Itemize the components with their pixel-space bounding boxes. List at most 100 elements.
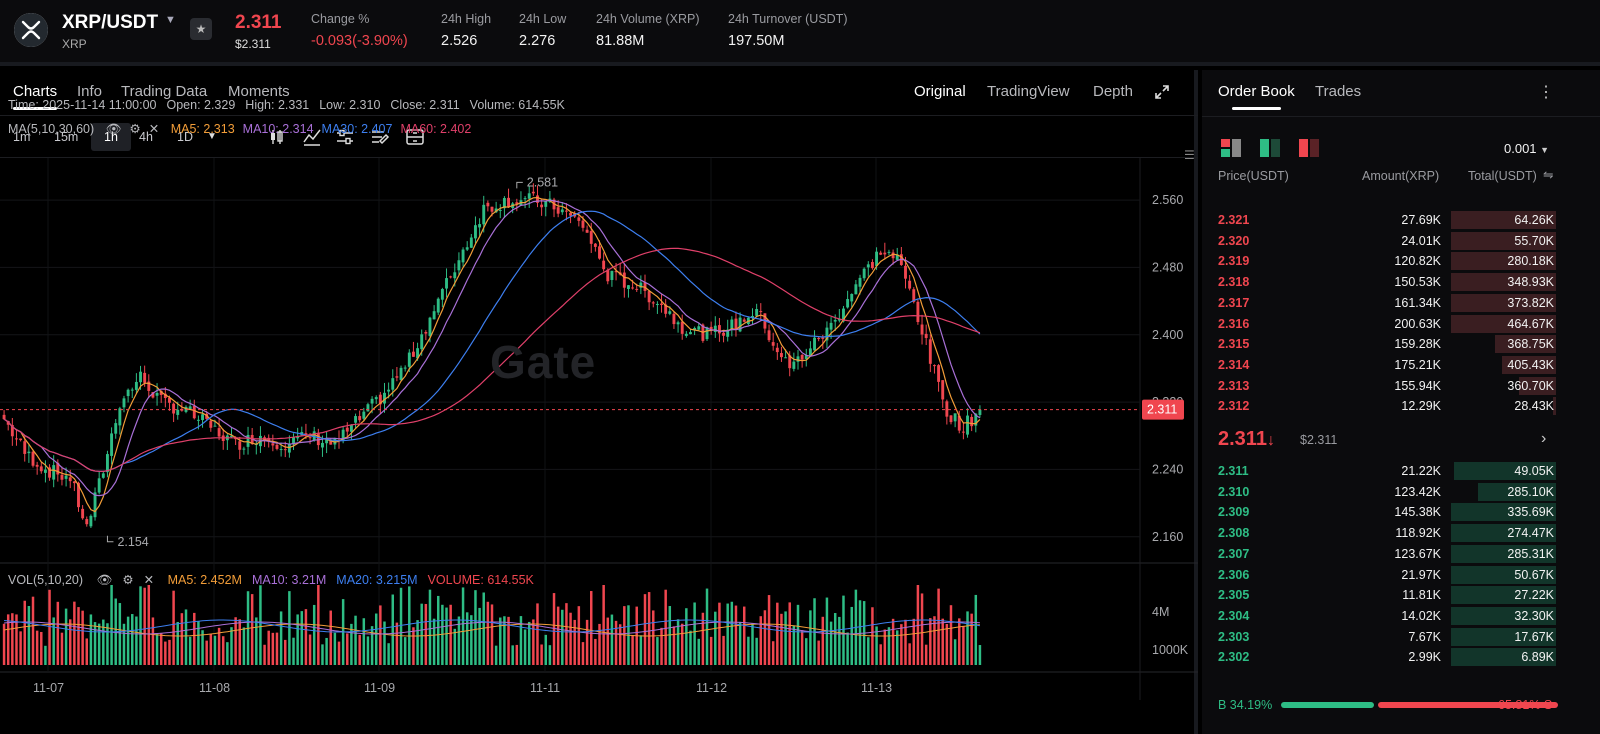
depth-bar xyxy=(1501,355,1556,374)
candle-body xyxy=(627,285,630,289)
candle-body xyxy=(246,434,250,447)
volume-bar xyxy=(507,616,510,665)
candle-body xyxy=(370,398,374,404)
bid-row[interactable]: 2.305 11.81K 27.22K xyxy=(1216,585,1556,605)
vol-eye-icon[interactable]: 👁 xyxy=(96,573,113,587)
volume-bar xyxy=(974,594,978,665)
volume-bar xyxy=(465,612,469,665)
candle-body xyxy=(949,415,953,423)
ask-row[interactable]: 2.317 161.34K 373.82K xyxy=(1216,293,1556,313)
ask-row[interactable]: 2.313 155.94K 360.70K xyxy=(1216,376,1556,396)
drawing-tools-icon[interactable] xyxy=(370,127,390,147)
candle-body xyxy=(378,394,382,405)
tab-charts[interactable]: Charts xyxy=(0,83,70,110)
bid-row[interactable]: 2.308 118.92K 274.47K xyxy=(1216,523,1556,543)
precision-select[interactable]: 0.001 ▼ xyxy=(1504,141,1550,156)
ask-row[interactable]: 2.318 150.53K 348.93K xyxy=(1216,272,1556,292)
bid-row[interactable]: 2.303 7.67K 17.67K xyxy=(1216,627,1556,647)
view-original[interactable]: Original xyxy=(914,83,966,100)
ask-row[interactable]: 2.312 12.29K 28.43K xyxy=(1216,396,1556,416)
pair-dropdown-icon[interactable]: ▼ xyxy=(165,14,176,26)
tab-info[interactable]: Info xyxy=(77,83,103,100)
candle-body xyxy=(143,372,147,383)
tab-trading-data[interactable]: Trading Data xyxy=(121,83,208,100)
gate-watermark: Gate xyxy=(490,336,597,388)
candle-body xyxy=(486,202,490,207)
bid-row[interactable]: 2.307 123.67K 285.31K xyxy=(1216,544,1556,564)
tab-order-book[interactable]: Order Book xyxy=(1202,83,1311,110)
indicator-icon[interactable] xyxy=(302,127,322,147)
tab-trades[interactable]: Trades xyxy=(1315,83,1362,100)
bid-row[interactable]: 2.302 2.99K 6.89K xyxy=(1216,647,1556,667)
settings-sliders-icon[interactable] xyxy=(335,127,355,147)
close-icon[interactable]: ✕ xyxy=(148,122,160,136)
volume-bar xyxy=(482,592,485,665)
volume-bar xyxy=(726,603,729,665)
ask-row[interactable]: 2.315 159.28K 368.75K xyxy=(1216,334,1556,354)
favorite-star-icon[interactable]: ★ xyxy=(190,18,212,40)
volume-bar xyxy=(643,594,647,665)
eye-icon[interactable]: 👁 xyxy=(105,122,122,136)
view-asks-icon[interactable] xyxy=(1298,138,1320,163)
view-both-icon[interactable] xyxy=(1220,138,1242,163)
candle-body xyxy=(693,327,697,330)
candle-body xyxy=(395,376,399,378)
interval-1d[interactable]: 1D xyxy=(177,130,193,144)
chevron-right-icon[interactable]: › xyxy=(1541,430,1547,447)
ask-row[interactable]: 2.320 24.01K 55.70K xyxy=(1216,231,1556,251)
candle-body xyxy=(705,327,709,340)
candle-body xyxy=(771,342,775,346)
panel-menu-icon[interactable]: ☰ xyxy=(1184,148,1195,162)
volume-bar xyxy=(35,630,39,665)
candle-body xyxy=(172,403,176,414)
bid-row[interactable]: 2.310 123.42K 285.10K xyxy=(1216,482,1556,502)
candle-body xyxy=(564,210,568,212)
bid-row[interactable]: 2.309 145.38K 335.69K xyxy=(1216,502,1556,522)
view-depth[interactable]: Depth xyxy=(1093,83,1134,100)
candle-body xyxy=(507,197,510,208)
ask-row[interactable]: 2.314 175.21K 405.43K xyxy=(1216,355,1556,375)
order-total: 464.67K xyxy=(1507,316,1554,331)
volume-bar xyxy=(618,624,622,665)
volume-bar xyxy=(93,622,97,665)
pair-title[interactable]: XRP/USDT xyxy=(62,12,159,33)
volume-bar xyxy=(461,587,465,665)
volume-bar xyxy=(499,617,502,665)
order-total: 27.22K xyxy=(1514,588,1554,603)
order-total: 28.43K xyxy=(1514,399,1554,414)
ask-row[interactable]: 2.321 27.69K 64.26K xyxy=(1216,210,1556,230)
candle-body xyxy=(196,419,200,421)
view-tradingview[interactable]: TradingView xyxy=(987,83,1070,100)
candle-body xyxy=(461,249,465,263)
interval-4h[interactable]: 4h xyxy=(139,130,153,144)
ask-row[interactable]: 2.319 120.82K 280.18K xyxy=(1216,251,1556,271)
candle-type-icon[interactable] xyxy=(268,127,288,147)
interval-1m[interactable]: 1m xyxy=(13,130,31,144)
volume-bar xyxy=(941,618,944,665)
settings-icon[interactable]: ⚙ xyxy=(129,122,141,136)
interval-dropdown-icon[interactable]: ▼ xyxy=(207,131,217,142)
interval-15m[interactable]: 15m xyxy=(54,130,79,144)
volume-tick-label: 4M xyxy=(1152,605,1169,619)
interval-1h[interactable]: 1h xyxy=(91,123,131,151)
bid-row[interactable]: 2.304 14.02K 32.30K xyxy=(1216,606,1556,626)
vol-close-icon[interactable]: ✕ xyxy=(143,573,155,587)
vol-settings-icon[interactable]: ⚙ xyxy=(122,573,134,587)
ask-row[interactable]: 2.316 200.63K 464.67K xyxy=(1216,314,1556,334)
candle-body xyxy=(833,320,837,322)
bid-row[interactable]: 2.306 21.97K 50.67K xyxy=(1216,565,1556,585)
bid-row[interactable]: 2.311 21.22K 49.05K xyxy=(1216,461,1556,481)
layout-icon[interactable] xyxy=(405,127,425,147)
volume-bar xyxy=(255,617,258,665)
fullscreen-icon[interactable] xyxy=(1154,84,1170,105)
last-price-usd: $2.311 xyxy=(235,37,271,51)
candle-body xyxy=(970,416,974,427)
total-toggle-icon[interactable]: ⇋ xyxy=(1543,168,1554,182)
low-marker-line xyxy=(106,535,114,543)
tab-moments[interactable]: Moments xyxy=(228,83,290,100)
candle-body xyxy=(43,469,47,473)
orderbook-menu-icon[interactable]: ⋮ xyxy=(1538,84,1554,101)
order-total: 32.30K xyxy=(1514,608,1554,623)
view-bids-icon[interactable] xyxy=(1259,138,1281,163)
